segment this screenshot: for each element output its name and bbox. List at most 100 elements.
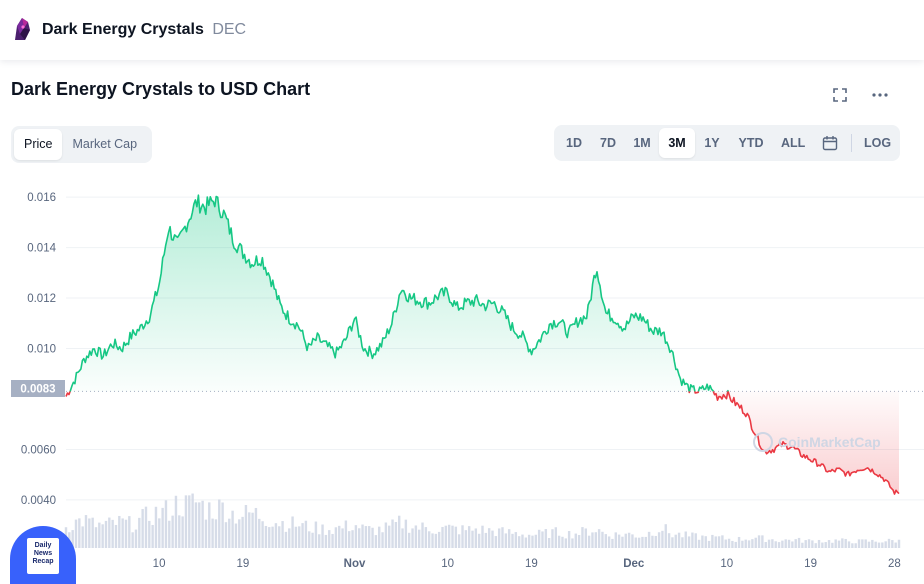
volume-bar <box>301 523 304 548</box>
volume-bar <box>714 536 717 548</box>
chart-title: Dark Energy Crystals to USD Chart <box>11 79 311 99</box>
x-tick-label: 10 <box>720 558 733 570</box>
volume-bar <box>504 533 508 548</box>
volume-bar <box>864 539 867 548</box>
volume-bar <box>634 537 637 548</box>
volume-bar <box>841 538 844 548</box>
volume-bar <box>417 529 421 548</box>
volume-bar <box>577 535 581 548</box>
volume-bar <box>331 533 334 548</box>
volume-bar <box>194 502 198 548</box>
top-header-bar: Dark Energy Crystals DEC <box>0 0 924 60</box>
volume-bar <box>511 533 514 548</box>
volume-bar <box>601 531 604 548</box>
volume-bar <box>477 533 481 548</box>
volume-bar <box>174 495 178 548</box>
volume-bar <box>407 532 411 548</box>
volume-bar <box>298 526 301 548</box>
toggle-price[interactable]: Price <box>14 129 63 160</box>
volume-bar <box>391 519 394 548</box>
volume-bar <box>464 530 468 548</box>
price-line-down <box>65 391 71 397</box>
volume-bar <box>258 518 261 548</box>
toggle-market-cap[interactable]: Market Cap <box>72 137 138 151</box>
volume-bar <box>704 536 707 548</box>
log-scale-toggle[interactable]: LOG <box>864 136 892 150</box>
volume-bar <box>567 531 571 548</box>
volume-bar <box>254 507 258 548</box>
volume-bar <box>131 532 134 548</box>
volume-bar <box>148 520 151 548</box>
range-7d[interactable]: 7D <box>600 136 616 150</box>
range-1m[interactable]: 1M <box>633 136 651 150</box>
calendar-button[interactable] <box>813 128 847 158</box>
range-all[interactable]: ALL <box>781 136 806 150</box>
volume-bar <box>121 518 124 548</box>
volume-bar <box>891 540 894 548</box>
more-options-button[interactable] <box>869 84 891 106</box>
volume-bar <box>734 541 737 548</box>
volume-bar <box>424 527 428 548</box>
dec-crystal-logo-icon <box>15 18 30 40</box>
volume-bar <box>451 525 454 548</box>
volume-bar <box>617 534 621 548</box>
range-1d[interactable]: 1D <box>566 136 582 150</box>
volume-bar <box>801 542 804 548</box>
volume-bar <box>554 527 558 548</box>
price-chart[interactable]: CoinMarketCap 0.016 0.014 0.012 0.010 0.0060… <box>0 170 924 584</box>
volume-bar <box>701 535 704 548</box>
volume-bar <box>238 519 241 548</box>
fullscreen-icon <box>833 88 847 102</box>
volume-bar <box>897 539 901 548</box>
fullscreen-button[interactable] <box>829 84 851 106</box>
price-line-up <box>688 384 696 392</box>
volume-bar <box>607 536 611 548</box>
baseline-label: 0.0083 <box>11 380 65 397</box>
volume-bar <box>591 532 594 548</box>
volume-bar <box>158 518 161 548</box>
news-line1: Daily <box>34 542 52 549</box>
volume-bar <box>551 529 554 548</box>
volume-bar <box>81 526 84 548</box>
volume-bar <box>164 500 168 548</box>
volume-bar <box>547 538 551 548</box>
volume-bar <box>641 536 644 548</box>
news-line3: Recap <box>32 558 54 565</box>
volume-bar <box>487 528 491 548</box>
volume-bar <box>74 519 78 548</box>
range-3m[interactable]: 3M <box>659 128 695 158</box>
volume-bar <box>767 539 771 548</box>
volume-bar <box>171 515 174 548</box>
volume-bar <box>757 535 761 548</box>
price-line-up <box>69 194 690 392</box>
volume-bar <box>161 507 164 548</box>
volume-bar <box>854 543 857 548</box>
volume-bar <box>294 526 298 548</box>
volume-bar <box>431 533 434 548</box>
volume-bar <box>284 531 288 548</box>
volume-bar <box>871 539 874 548</box>
volume-bar <box>261 521 264 548</box>
daily-news-recap-badge[interactable]: Daily News Recap <box>10 526 76 584</box>
range-ytd[interactable]: YTD <box>738 136 764 150</box>
x-tick-label: 19 <box>236 558 249 570</box>
volume-bar <box>694 533 697 548</box>
volume-bar <box>874 541 877 548</box>
volume-bar <box>221 502 224 548</box>
volume-bar <box>744 539 747 548</box>
volume-bar <box>244 505 248 548</box>
volume-bar <box>887 538 891 548</box>
volume-bar <box>644 536 647 548</box>
volume-bar <box>108 517 111 548</box>
volume-bar <box>674 534 677 548</box>
volume-bar <box>371 527 374 548</box>
volume-bar <box>594 532 597 548</box>
volume-bar <box>491 530 494 548</box>
volume-bar <box>561 536 564 548</box>
volume-bar <box>574 533 577 548</box>
range-1y[interactable]: 1Y <box>704 136 720 150</box>
volume-bar <box>228 518 231 548</box>
volume-bar <box>324 534 328 548</box>
volume-bar <box>647 531 651 548</box>
volume-bar <box>384 522 388 548</box>
